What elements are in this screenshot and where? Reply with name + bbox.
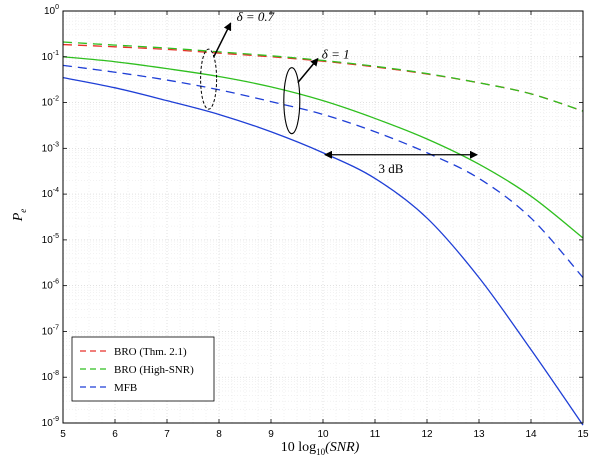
y-tick-label: 10-1 [42,50,59,63]
y-tick-label: 10-8 [42,370,59,383]
legend-label-mfb: MFB [114,382,137,394]
y-tick-label: 100 [44,4,59,17]
series-bro-thm-delta-07 [62,43,584,112]
ticks: 5 6 7 8 9 10 11 12 13 14 15 10-9 10-8 10-7 10-6 10-5 10-… [42,4,589,440]
x-tick-label: 8 [216,429,222,440]
delta-07-arrow [212,22,232,58]
y-tick-label: 10-2 [42,96,59,109]
y-tick-label: 10-4 [42,187,59,200]
x-tick-label: 15 [577,429,589,440]
x-tick-label: 6 [112,429,118,440]
legend-label-bro-high-snr: BRO (High-SNR) [114,364,194,376]
delta-1-ellipse [283,67,301,135]
y-tick-label: 10-3 [42,141,59,154]
y-tick-label: 10-6 [42,279,59,292]
delta-1-arrow [297,57,319,84]
x-axis-label: 10 log10(SNR) [281,440,360,457]
x-tick-label: 5 [60,429,66,440]
y-tick-label: 10-7 [42,324,59,337]
delta-07-label: δ = 0.7 [237,9,275,24]
series-bro-high-snr-delta-1 [62,56,584,239]
series-mfb-delta-07 [62,64,584,279]
x-tick-label: 9 [268,429,274,440]
x-tick-label: 14 [525,429,537,440]
x-tick-label: 11 [370,429,381,440]
delta-1-label: δ = 1 [322,47,350,62]
y-tick-label: 10-9 [42,416,59,429]
delta-07-ellipse [200,48,218,110]
x-tick-label: 12 [421,429,433,440]
y-tick-label: 10-5 [42,233,59,246]
3db-label: 3 dB [379,161,404,176]
y-axis-label: Pe [11,209,28,223]
legend: BRO (Thm. 2.1) BRO (High-SNR) MFB [71,336,215,402]
legend-label-bro-thm: BRO (Thm. 2.1) [114,346,187,358]
annotations: δ = 0.7 δ = 1 3 dB [200,9,478,176]
x-tick-label: 10 [317,429,329,440]
series-bro-high-snr-delta-07 [62,41,584,112]
x-tick-label: 13 [473,429,485,440]
x-tick-label: 7 [164,429,170,440]
